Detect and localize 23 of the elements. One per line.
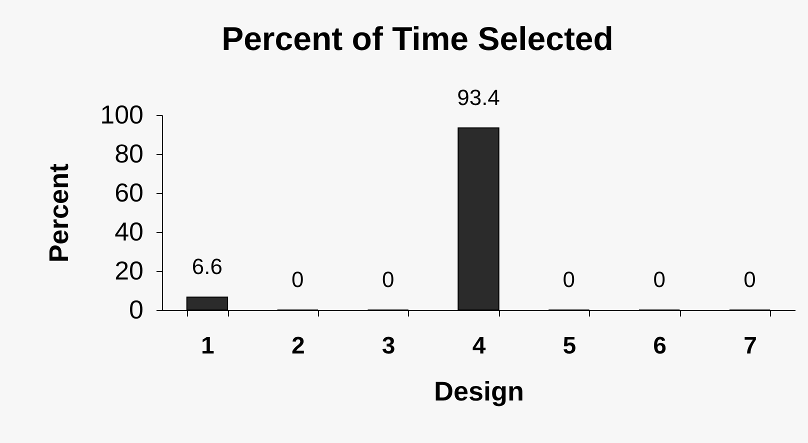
data-label: 0 [382,267,394,292]
data-label: 0 [292,267,304,292]
x-axis-title: Design [434,376,524,406]
y-axis-title: Percent [44,163,74,263]
data-label: 93.4 [457,84,500,110]
y-tick-label: 60 [114,178,144,208]
y-tick-label: 40 [114,216,144,246]
data-label: 6.6 [192,254,223,280]
data-label: 0 [744,267,756,292]
y-tick-label: 80 [114,138,144,168]
data-label: 0 [562,267,576,292]
x-tick-label: 5 [562,332,576,360]
x-tick-label: 1 [201,332,214,360]
y-tick-label: 0 [129,294,144,324]
chart-title: Percent of Time Selected [222,20,614,57]
x-tick-label: 6 [653,332,667,360]
y-tick-label: 100 [100,100,144,130]
x-tick-label: 7 [744,332,757,360]
data-label: 0 [653,267,666,292]
x-tick-label: 4 [472,332,486,360]
x-tick-label: 3 [382,332,396,360]
x-tick-label: 2 [291,332,305,360]
y-tick-label: 20 [114,256,144,286]
